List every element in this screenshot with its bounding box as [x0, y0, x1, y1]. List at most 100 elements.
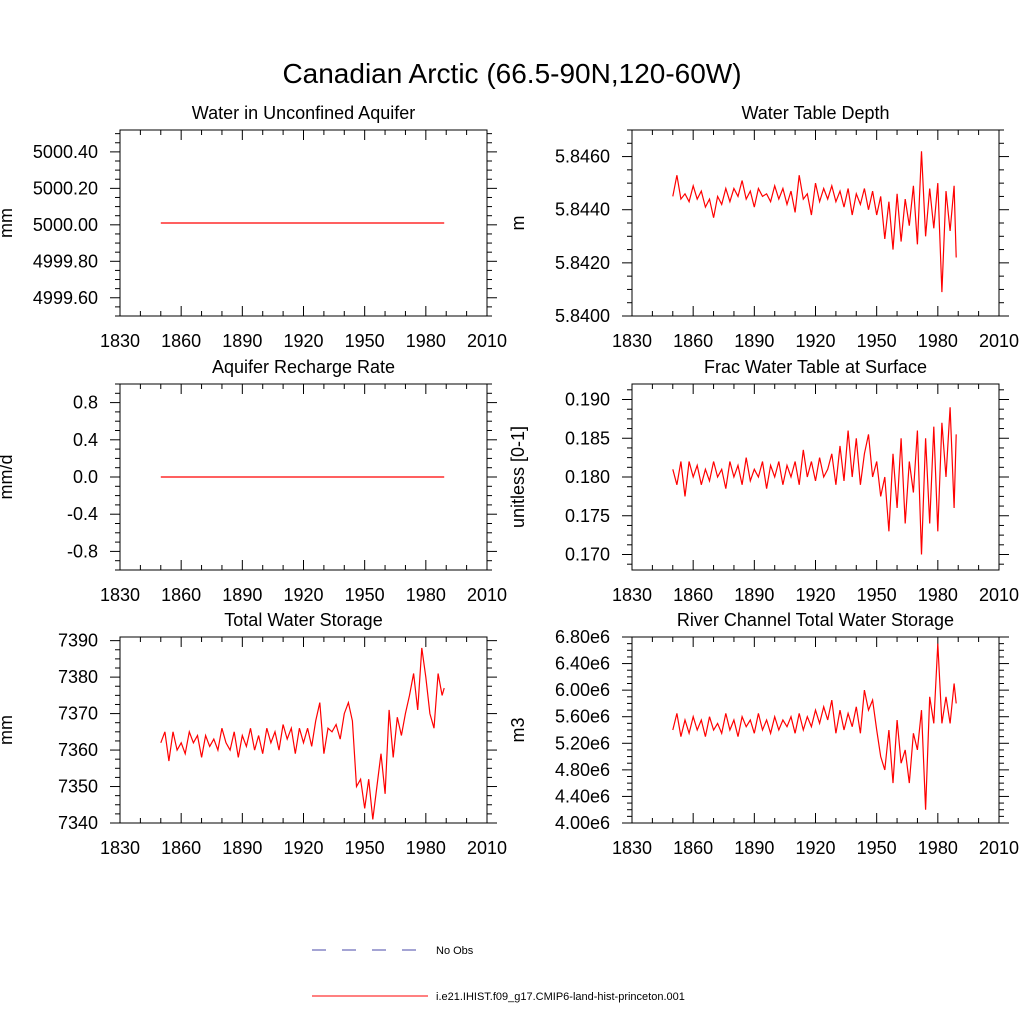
y-tick-label: 7390 — [58, 631, 98, 651]
y-tick-label: 0.175 — [565, 506, 610, 526]
y-tick-label: 7360 — [58, 740, 98, 760]
x-tick-label: 2010 — [467, 838, 507, 858]
x-tick-label: 1890 — [734, 585, 774, 605]
x-tick-label: 1860 — [161, 838, 201, 858]
x-tick-label: 1980 — [918, 838, 958, 858]
y-axis-label: mm/d — [0, 455, 16, 500]
y-tick-label: 0.0 — [73, 467, 98, 487]
y-tick-label: 7380 — [58, 667, 98, 687]
x-tick-label: 1950 — [857, 838, 897, 858]
y-tick-label: 5000.00 — [33, 215, 98, 235]
y-tick-label: 0.8 — [73, 393, 98, 413]
y-tick-label: 5.8400 — [555, 306, 610, 326]
x-tick-label: 1920 — [283, 838, 323, 858]
y-tick-label: 0.180 — [565, 467, 610, 487]
x-tick-label: 1950 — [345, 838, 385, 858]
y-axis-label: mm — [0, 715, 16, 745]
x-tick-label: 2010 — [979, 331, 1019, 351]
x-tick-label: 1830 — [100, 585, 140, 605]
chart-panels: Water in Unconfined Aquifer mm 1830 1860 189… — [0, 103, 1019, 858]
x-tick-label: 1860 — [673, 838, 713, 858]
legend-entry: i.e21.IHIST.f09_g17.CMIP6-land-hist-prin… — [312, 991, 685, 1003]
chart-panel: Total Water Storage mm 1830 1860 1890 1920 195… — [0, 610, 507, 858]
legend-label: i.e21.IHIST.f09_g17.CMIP6-land-hist-prin… — [436, 991, 685, 1003]
x-tick-label: 2010 — [979, 585, 1019, 605]
x-tick-label: 2010 — [467, 331, 507, 351]
y-tick-label: 5.8420 — [555, 253, 610, 273]
x-tick-label: 1980 — [406, 585, 446, 605]
chart-title: River Channel Total Water Storage — [677, 610, 954, 630]
chart-title: Total Water Storage — [224, 610, 382, 630]
series-line — [160, 647, 445, 820]
y-tick-label: 4999.80 — [33, 251, 98, 271]
y-tick-label: 0.185 — [565, 428, 610, 448]
x-tick-label: 1830 — [612, 838, 652, 858]
y-tick-label: 5000.40 — [33, 142, 98, 162]
x-tick-label: 1920 — [795, 838, 835, 858]
plot-frame — [119, 636, 488, 824]
x-tick-label: 1890 — [222, 838, 262, 858]
y-tick-label: 5000.20 — [33, 178, 98, 198]
x-tick-label: 1920 — [795, 585, 835, 605]
chart-panel: River Channel Total Water Storage m3 1830 1… — [508, 610, 1019, 858]
x-tick-label: 1980 — [406, 331, 446, 351]
x-tick-label: 1860 — [161, 585, 201, 605]
legend: No Obs i.e21.IHIST.f09_g17.CMIP6-land-his… — [312, 945, 685, 1003]
x-tick-label: 2010 — [979, 838, 1019, 858]
x-tick-label: 1920 — [795, 331, 835, 351]
x-tick-label: 1950 — [345, 331, 385, 351]
y-tick-label: 4.80e6 — [555, 760, 610, 780]
series-line — [672, 643, 957, 810]
y-tick-label: 7340 — [58, 813, 98, 833]
x-tick-label: 1890 — [222, 585, 262, 605]
chart-title: Water in Unconfined Aquifer — [192, 103, 415, 123]
x-tick-label: 1980 — [918, 585, 958, 605]
y-tick-label: 5.8460 — [555, 147, 610, 167]
x-tick-label: 1860 — [673, 585, 713, 605]
y-tick-label: -0.8 — [67, 541, 98, 561]
x-tick-label: 1830 — [100, 331, 140, 351]
series-line — [672, 407, 957, 555]
y-tick-label: 6.40e6 — [555, 654, 610, 674]
series-line — [672, 151, 957, 293]
y-tick-label: 6.80e6 — [555, 627, 610, 647]
chart-panel: Aquifer Recharge Rate mm/d 1830 1860 1890 192… — [0, 357, 507, 605]
x-tick-label: 1920 — [283, 331, 323, 351]
plot-frame — [631, 129, 1000, 317]
chart-title: Water Table Depth — [741, 103, 889, 123]
y-tick-label: 5.60e6 — [555, 707, 610, 727]
y-axis-label: mm — [0, 208, 16, 238]
x-tick-label: 1890 — [734, 838, 774, 858]
x-tick-label: 1860 — [673, 331, 713, 351]
x-tick-label: 1980 — [406, 838, 446, 858]
y-tick-label: -0.4 — [67, 504, 98, 524]
legend-entry: No Obs — [312, 945, 474, 957]
chart-panel: Frac Water Table at Surface unitless [0-1… — [508, 357, 1019, 605]
x-tick-label: 1830 — [612, 331, 652, 351]
x-tick-label: 1830 — [100, 838, 140, 858]
x-tick-label: 1860 — [161, 331, 201, 351]
y-axis-label: unitless [0-1] — [508, 426, 528, 528]
x-tick-label: 2010 — [467, 585, 507, 605]
x-tick-label: 1890 — [222, 331, 262, 351]
x-tick-label: 1950 — [345, 585, 385, 605]
x-tick-label: 1890 — [734, 331, 774, 351]
y-tick-label: 0.190 — [565, 390, 610, 410]
y-axis-label: m3 — [508, 717, 528, 742]
x-tick-label: 1950 — [857, 331, 897, 351]
y-axis-label: m — [508, 216, 528, 231]
y-tick-label: 0.4 — [73, 430, 98, 450]
x-tick-label: 1980 — [918, 331, 958, 351]
y-tick-label: 4999.60 — [33, 288, 98, 308]
figure-title: Canadian Arctic (66.5-90N,120-60W) — [282, 58, 741, 89]
y-tick-label: 7370 — [58, 704, 98, 724]
y-tick-label: 4.00e6 — [555, 813, 610, 833]
y-tick-label: 6.00e6 — [555, 680, 610, 700]
plot-frame — [631, 636, 1000, 824]
legend-label: No Obs — [436, 945, 474, 957]
x-tick-label: 1920 — [283, 585, 323, 605]
y-tick-label: 7350 — [58, 777, 98, 797]
y-tick-label: 5.20e6 — [555, 733, 610, 753]
chart-panel: Water Table Depth m 1830 1860 1890 1920 1950 19… — [508, 103, 1019, 351]
